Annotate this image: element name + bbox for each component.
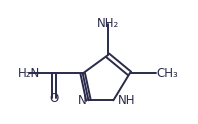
Text: CH₃: CH₃ — [156, 67, 178, 80]
Text: NH₂: NH₂ — [96, 17, 119, 30]
Text: H₂N: H₂N — [18, 67, 40, 80]
Text: NH: NH — [118, 94, 136, 107]
Text: O: O — [49, 92, 59, 105]
Text: N: N — [78, 94, 87, 107]
